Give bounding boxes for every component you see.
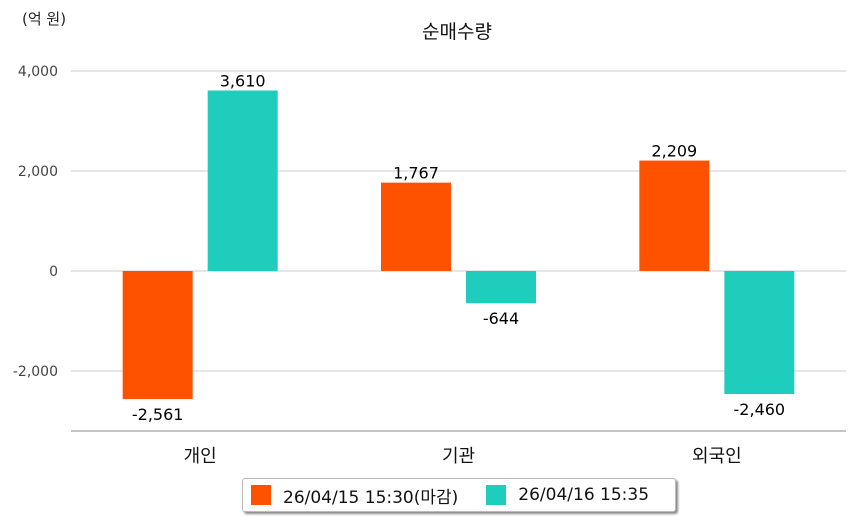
y-tick-label: -2,000 <box>13 364 58 380</box>
legend-label: 26/04/16 15:35 <box>518 485 650 505</box>
y-axis-unit-label: (억 원) <box>22 10 66 28</box>
legend-item-series-2[interactable]: 26/04/16 15:35 <box>486 485 649 505</box>
x-tick-label: 개인 <box>184 446 217 467</box>
data-label: 2,209 <box>651 142 697 161</box>
y-tick-label: 2,000 <box>18 164 58 180</box>
y-tick-label: 4,000 <box>18 64 58 80</box>
legend-swatch-teal <box>486 485 507 505</box>
bar[interactable] <box>466 271 536 304</box>
bar[interactable] <box>122 271 193 400</box>
x-tick-label: 외국인 <box>692 446 742 467</box>
bar[interactable] <box>639 160 710 271</box>
bar[interactable] <box>207 90 278 272</box>
legend-swatch-orange <box>251 485 271 505</box>
data-label: -2,561 <box>132 405 184 424</box>
legend: 26/04/15 15:30(마감) 26/04/16 15:35 <box>242 478 676 512</box>
chart-title: 순매수량 <box>422 21 492 43</box>
legend-item-series-1[interactable]: 26/04/15 15:30(마감) <box>251 483 458 508</box>
data-label: -2,460 <box>734 400 786 419</box>
bar[interactable] <box>724 271 795 394</box>
legend-label: 26/04/15 15:30(마감) <box>283 487 459 508</box>
data-label: 1,767 <box>393 164 439 183</box>
x-tick-label: 기관 <box>442 446 475 467</box>
bar[interactable] <box>381 182 451 271</box>
y-tick-label: 0 <box>49 264 58 280</box>
data-label: -644 <box>483 309 519 328</box>
data-label: 3,610 <box>220 72 266 91</box>
